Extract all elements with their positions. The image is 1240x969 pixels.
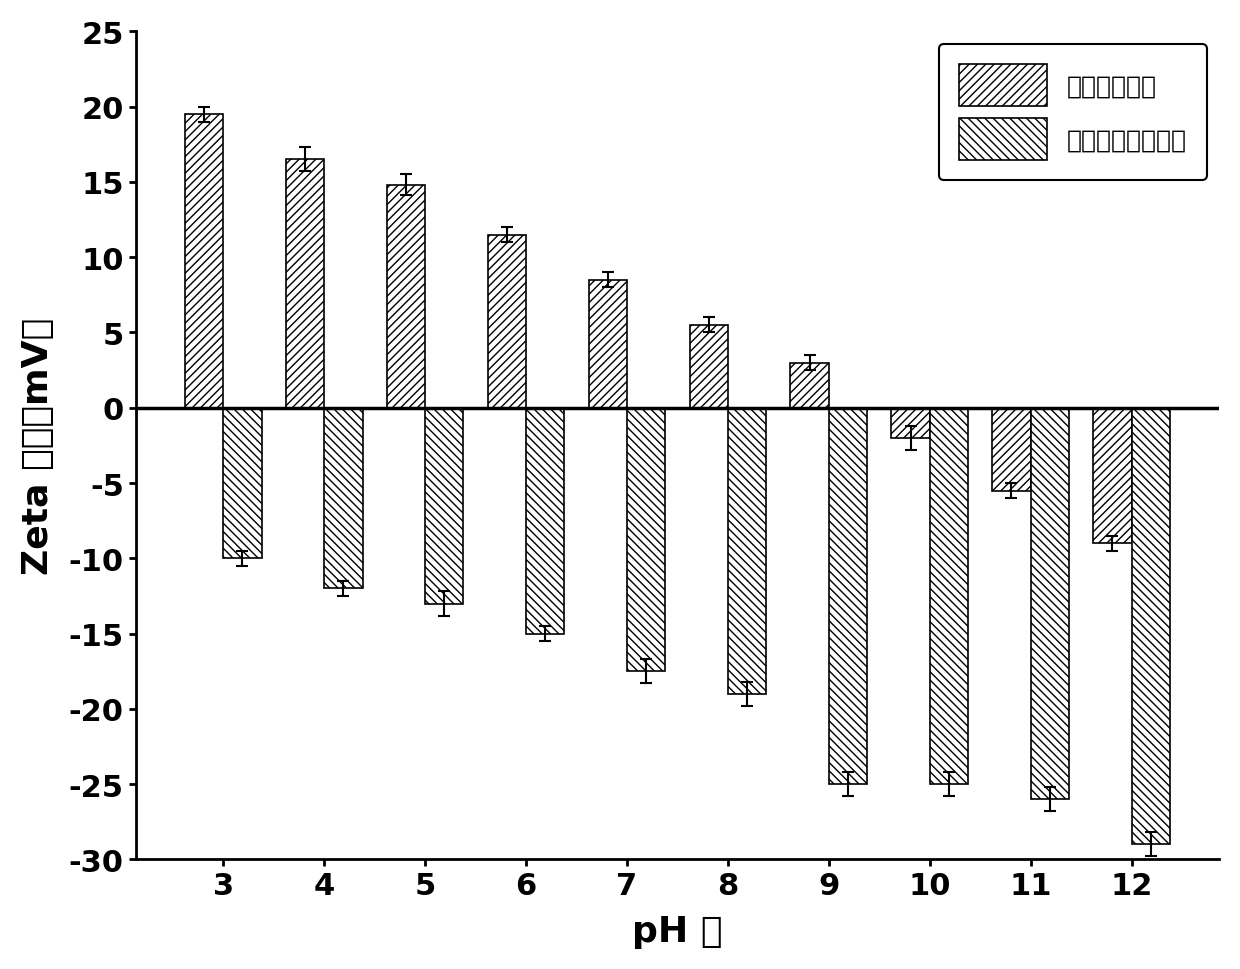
Bar xyxy=(425,408,464,604)
Bar xyxy=(223,408,262,559)
Bar xyxy=(1030,408,1069,799)
Bar xyxy=(689,326,728,408)
Bar xyxy=(286,160,324,408)
Bar xyxy=(185,115,223,408)
Bar xyxy=(1132,408,1169,845)
Bar xyxy=(828,408,867,784)
Bar xyxy=(589,280,627,408)
Bar xyxy=(627,408,666,672)
Bar xyxy=(930,408,968,784)
Legend: 明胶纳米粒子, 聚多巴胺纳米粒子: 明胶纳米粒子, 聚多巴胺纳米粒子 xyxy=(939,45,1207,181)
Bar xyxy=(728,408,766,694)
X-axis label: pH 値: pH 値 xyxy=(632,914,723,949)
Y-axis label: Zeta 电位（mV）: Zeta 电位（mV） xyxy=(21,318,55,575)
Bar xyxy=(790,363,828,408)
Bar xyxy=(892,408,930,438)
Bar xyxy=(487,235,526,408)
Bar xyxy=(387,186,425,408)
Bar xyxy=(1094,408,1132,544)
Bar xyxy=(526,408,564,634)
Bar xyxy=(324,408,362,589)
Bar xyxy=(992,408,1030,491)
